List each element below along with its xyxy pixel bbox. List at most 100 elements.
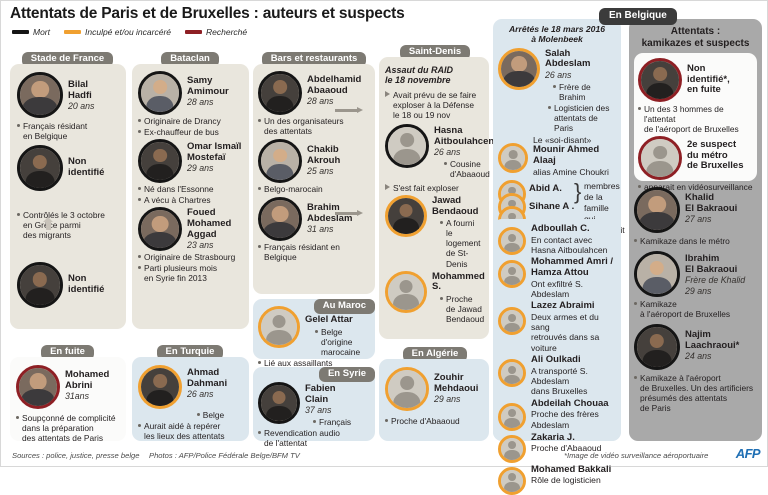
person-bullet: Lié aux assaillants — [258, 357, 370, 368]
person-detail: Rôle de logisticien — [531, 475, 601, 486]
avatar — [385, 367, 429, 411]
person-bullet: Français résidant en Belgique — [258, 241, 370, 262]
bullet-dot — [315, 329, 318, 333]
bullet-dot — [258, 119, 261, 122]
person-name: Mohammed S. — [432, 270, 485, 293]
stade-middle-note: Contrôlés le 3 octobre en Grèce parmi de… — [17, 209, 119, 240]
arretes-heading: Arrêtés le 18 mars 2016 à Molenbeek — [508, 24, 606, 44]
person-lazez-abraimi: Lazez Abraimi Deux armes et du sang retr… — [498, 300, 616, 353]
footer-sources: Sources : police, justice, presse belge — [12, 451, 140, 460]
bullet-dot — [138, 266, 141, 270]
avatar — [498, 227, 526, 255]
person-name: Mohamed Abrini — [65, 369, 110, 391]
person-age: 24 ans — [685, 351, 712, 362]
avatar — [138, 365, 182, 409]
avatar — [258, 139, 302, 184]
person-name: Fabien Clain — [305, 383, 336, 405]
person-foued-mohamed-aggad: Foued Mohamed Aggad 23 ans — [138, 207, 243, 252]
person-relation: Frère de Khalid — [685, 275, 746, 286]
legend-swatch-black — [12, 30, 29, 34]
person-age: 26 ans — [434, 147, 461, 158]
legend-swatch-red — [185, 30, 202, 34]
bullet-dot — [634, 376, 637, 380]
person-mohamed-bakkali: Mohamed Bakkali Rôle de logisticien — [498, 464, 616, 495]
person-name: Gelel Attar — [305, 314, 353, 325]
bullet-text: Français — [319, 416, 352, 427]
section-heading-saint-denis: Saint-Denis — [399, 44, 471, 60]
bullet-dot — [258, 360, 261, 364]
person-bullet: Un des 3 hommes de l'attentat de l'aérop… — [638, 103, 753, 134]
bullet-text: Contrôlés le 3 octobre en Grèce parmi de… — [23, 210, 105, 241]
person-brahim-abdeslam: Brahim Abdeslam 31 ans — [258, 197, 370, 242]
bullet-text: Originaire de Drancy — [144, 116, 221, 126]
person-samy-amimour: Samy Amimour 28 ans — [138, 71, 243, 115]
person-detail: Proche des frères Abdeslam — [531, 409, 599, 430]
bullet-text: Logisticien des attentats de Paris — [554, 102, 610, 133]
bullet-text: Originaire de Strasbourg — [144, 252, 236, 263]
person-name: Brahim Abdeslam — [307, 202, 353, 224]
person-omar-ismail-mostefai: Omar Ismaïl Mostefaï 29 ans — [138, 139, 243, 184]
footer-photos: Photos : AFP/Police Fédérale Belge/BFM T… — [149, 451, 300, 460]
panel-bars-et-restaurants: Abdelhamid Abaaoud 28 ans Un des organis… — [253, 64, 375, 294]
bullet-dot — [16, 416, 19, 419]
arrow-up-icon — [43, 217, 53, 230]
bullet-text: Né dans l'Essonne — [144, 184, 214, 195]
panel-suspects-recherches: Non identifié*, en fuite Un des 3 hommes… — [634, 53, 757, 192]
panel-en-fuite: Mohamed Abrini 31ans Soupçonné de compli… — [10, 357, 126, 444]
bullet-text: Kamikaze à l'aéroport de Bruxelles. Un d… — [640, 373, 754, 414]
saint-denis-intro: Assaut du RAID le 18 novembre — [385, 65, 454, 86]
person-name: 2e suspect du métro de Bruxelles — [687, 139, 744, 172]
person-adboullah-c: Adboullah C. En contact avec Hasna Aitbo… — [498, 223, 616, 255]
person-age: 31ans — [65, 391, 89, 402]
bullet-dot — [258, 245, 261, 249]
person-age: 29 ans — [685, 285, 712, 296]
person-bullet: Ex-chauffeur de bus — [138, 126, 243, 137]
person-name: Hasna Aitboulahcen — [434, 124, 495, 147]
bullet-text: Un des organisateurs des attentats — [264, 116, 344, 137]
avatar — [258, 197, 302, 242]
afp-logo: AFP — [735, 446, 761, 461]
section-heading-en-turquie: En Turquie — [156, 344, 224, 360]
bullet-dot — [138, 119, 141, 122]
bullet-text: apparait en vidéosurveillance — [644, 182, 753, 193]
person-hasna-aitboulahcen: Hasna Aitboulahcen 26 ans Cousine d'Abaa… — [385, 123, 494, 179]
bullet-dot — [638, 107, 641, 110]
person-bullet: Français — [305, 416, 351, 427]
person-ibrahim-el-bakraoui: Ibrahim El Bakraoui Frère de Khalid 29 a… — [634, 251, 757, 298]
panel-saint-denis: Assaut du RAID le 18 novembre Avait prév… — [379, 57, 494, 339]
bullet-text: Belge d'origine marocaine — [321, 326, 361, 357]
person-age: 23 ans — [187, 240, 214, 251]
person-name: Bilal Hadfi — [68, 79, 92, 101]
person-name: Chakib Akrouh — [307, 144, 341, 166]
person-mounir-ahmed-alaaj: Le «soi-disant» Mounir Ahmed Alaaj alias… — [498, 135, 616, 177]
avatar — [498, 434, 526, 463]
person-name: Lazez Abraimi — [531, 300, 595, 312]
person-chakib-akrouh: Chakib Akrouh 25 ans — [258, 139, 370, 184]
bullet-dot — [440, 296, 443, 300]
person-non-identifie-fuite: Non identifié*, en fuite — [638, 58, 753, 102]
person-age: 26 ans — [187, 389, 214, 400]
avatar — [17, 72, 63, 118]
family-member-name: Abid A. — [529, 182, 562, 194]
panel-stade-de-france: Bilal Hadfi 20 ans Français résidant en … — [10, 64, 126, 329]
avatar — [498, 142, 528, 173]
bullet-dot — [138, 130, 141, 134]
avatar — [17, 262, 63, 309]
panel-en-algerie: Zouhir Mehdaoui 29 ans Proche d'Abaaoud — [379, 359, 489, 441]
bullet-text: Frère de Brahim — [559, 81, 591, 102]
bullet-text: Kamikaze à l'aéroport de Bruxelles — [640, 299, 731, 320]
avatar — [638, 58, 682, 102]
person-non-identifie-1: Non identifié — [17, 145, 119, 192]
bullet-text: Un des 3 hommes de l'attentat de l'aérop… — [644, 104, 739, 135]
legend-label: Inculpé et/ou incarcéré — [85, 27, 171, 37]
bullet-text: Belgo-marocain — [264, 184, 323, 195]
section-heading-en-fuite: En fuite — [41, 344, 94, 360]
person-zakaria-j: Zakaria J. Proche d'Abaaoud — [498, 432, 616, 463]
person-name: Mounir Ahmed Alaaj — [533, 144, 600, 166]
saint-denis-note-1: Avait prévu de se faire exploser à la Dé… — [385, 89, 483, 120]
person-name: Non identifié — [68, 273, 105, 296]
legend-label: Mort — [33, 27, 50, 37]
bullet-text: Soupçonné de complicité dans la préparat… — [22, 413, 116, 444]
person-bullet: Kamikaze dans le métro — [634, 235, 757, 246]
bullet-dot — [634, 239, 637, 242]
